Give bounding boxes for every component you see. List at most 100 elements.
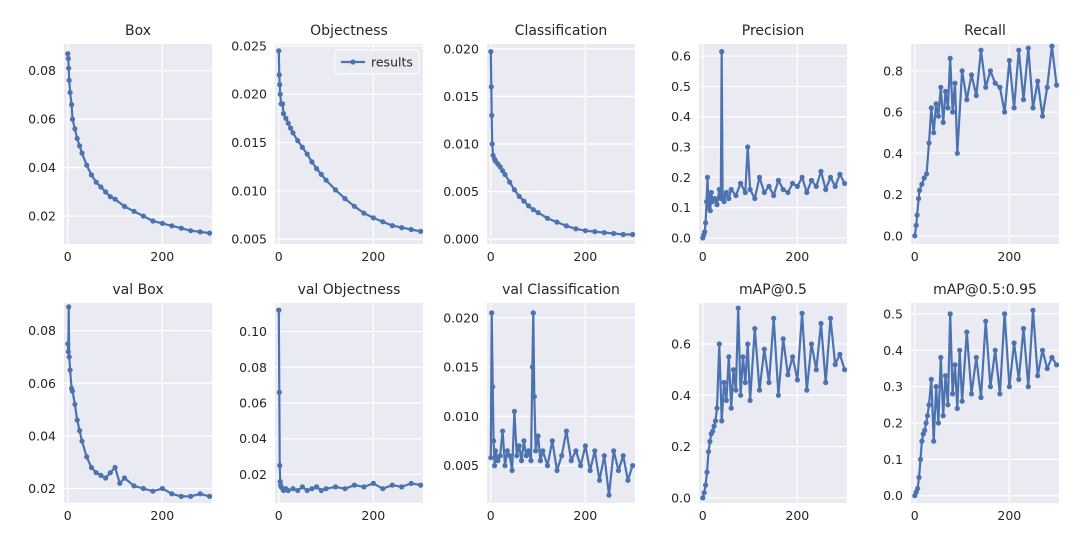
y-tick-label: 0.010 (443, 409, 479, 424)
data-point (785, 189, 791, 196)
chart-objectness: 0 200 0.005 0.010 0.015 0.020 0.025 Objectness r… (231, 23, 424, 264)
data-point (66, 77, 72, 83)
data-point (702, 229, 708, 235)
data-point (942, 88, 949, 94)
data-point (959, 398, 965, 404)
data-point (837, 351, 843, 357)
y-tick-label: 0.015 (443, 360, 479, 375)
data-point (490, 384, 496, 390)
data-point (131, 483, 137, 489)
data-point (954, 405, 960, 412)
y-tick-label: 0.010 (443, 137, 479, 152)
x-tick-label: 0 (487, 249, 495, 264)
data-point (942, 373, 949, 379)
y-tick-label: 0.1 (883, 452, 903, 467)
x-tick-label: 200 (997, 508, 1021, 523)
data-point (738, 180, 744, 186)
data-point (535, 433, 541, 439)
data-point (712, 418, 719, 424)
data-point (804, 189, 810, 196)
data-point (559, 453, 565, 459)
data-point (719, 418, 725, 424)
data-point (188, 493, 194, 499)
data-point (276, 48, 282, 54)
data-point (794, 377, 801, 383)
data-point (1016, 47, 1022, 53)
data-point (1020, 325, 1027, 332)
data-point (314, 166, 320, 172)
data-point (775, 177, 782, 183)
data-point (150, 218, 156, 224)
x-tick-label: 0 (275, 249, 283, 264)
data-point (716, 186, 722, 193)
x-tick-label: 200 (573, 508, 597, 523)
data-point (761, 189, 767, 196)
data-point (489, 112, 495, 118)
x-tick-label: 0 (64, 249, 72, 264)
data-point (630, 463, 636, 469)
data-point (935, 113, 942, 119)
data-point (488, 455, 494, 461)
data-point (997, 391, 1003, 397)
chart-title: Classification (515, 23, 608, 39)
data-point (931, 130, 937, 136)
data-point (511, 187, 517, 193)
data-point (573, 226, 579, 232)
data-point (526, 448, 532, 454)
data-point (933, 384, 939, 390)
data-point (973, 92, 979, 99)
data-point (1006, 57, 1013, 64)
data-point (842, 367, 848, 373)
series-line (66, 53, 210, 235)
data-point (332, 484, 339, 490)
data-point (79, 438, 85, 444)
data-point (601, 230, 607, 236)
data-point (280, 111, 287, 117)
x-tick-label: 0 (911, 508, 919, 523)
data-point (813, 183, 819, 189)
chart-title: val Classification (502, 282, 620, 298)
data-point (159, 220, 165, 226)
data-point (928, 105, 934, 111)
data-point (720, 192, 726, 199)
data-point (766, 183, 772, 189)
data-point (799, 310, 805, 316)
data-point (708, 189, 714, 196)
data-point (578, 463, 584, 469)
y-tick-label: 0.06 (28, 376, 56, 391)
data-point (276, 307, 282, 313)
chart-classification: 0 200 0.000 0.005 0.010 0.015 0.020 Classificat… (443, 23, 636, 264)
data-point (1039, 347, 1046, 353)
data-point (554, 467, 560, 474)
data-point (277, 91, 283, 97)
data-point (150, 488, 156, 494)
y-tick-label: 0.02 (28, 209, 56, 224)
data-point (380, 486, 386, 492)
data-point (832, 361, 838, 368)
y-tick-label: 0.6 (671, 49, 691, 64)
data-point (342, 486, 348, 492)
data-point (72, 401, 78, 407)
data-point (304, 487, 310, 494)
data-point (159, 485, 165, 492)
data-point (408, 480, 414, 486)
data-point (587, 467, 593, 474)
data-point (283, 115, 289, 121)
data-point (65, 55, 71, 62)
y-tick-label: 0.04 (28, 160, 56, 175)
chart-title: val Box (112, 282, 163, 298)
data-point (752, 195, 758, 202)
data-point (502, 463, 508, 469)
y-tick-label: 0.08 (28, 63, 56, 78)
data-point (323, 486, 329, 492)
data-point (304, 151, 310, 157)
data-point (978, 47, 984, 53)
data-point (112, 196, 118, 202)
data-point (823, 379, 829, 386)
data-point (399, 225, 405, 231)
data-point (707, 438, 713, 445)
data-point (740, 354, 746, 360)
data-point (277, 82, 283, 88)
legend-label: results (371, 55, 413, 70)
data-point (197, 229, 203, 235)
